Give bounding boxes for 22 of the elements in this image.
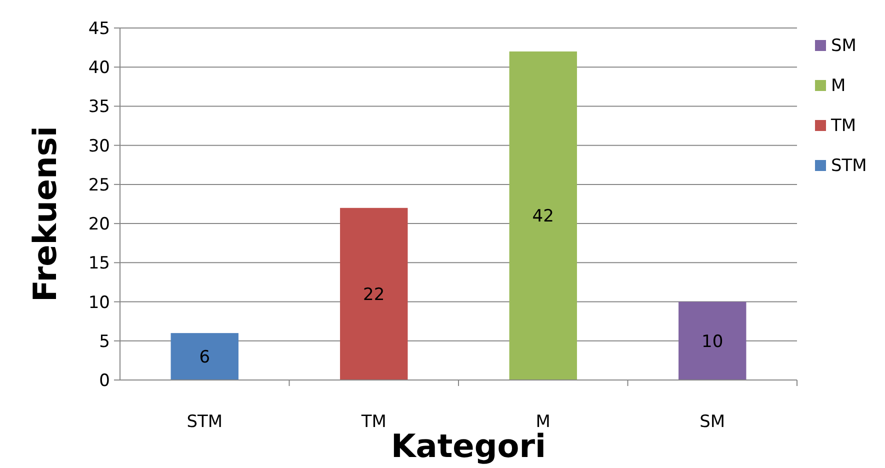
y-tick-label: 40	[88, 58, 110, 78]
y-tick-label: 0	[99, 371, 110, 391]
data-label: 6	[199, 348, 210, 368]
y-tick-label: 45	[88, 19, 110, 39]
data-label: 22	[363, 284, 385, 305]
legend-label: SM	[831, 36, 856, 56]
x-tick-label: TM	[360, 412, 386, 432]
legend-label: M	[831, 76, 846, 96]
y-tick-label: 10	[88, 292, 110, 313]
y-tick-label: 15	[88, 254, 110, 274]
x-tick-label: STM	[186, 412, 223, 432]
y-tick-label: 30	[88, 136, 110, 156]
y-tick-label: 5	[99, 332, 110, 352]
y-tick-label: 25	[88, 175, 110, 196]
legend-label: STM	[831, 156, 867, 176]
legend-label: TM	[830, 116, 856, 136]
y-axis-title: Frekuensi	[26, 126, 64, 302]
y-tick-label: 35	[88, 97, 110, 118]
data-label: 42	[532, 206, 554, 227]
x-tick-label: SM	[700, 412, 726, 432]
data-label: 10	[702, 332, 724, 352]
y-tick-label: 20	[88, 214, 110, 235]
